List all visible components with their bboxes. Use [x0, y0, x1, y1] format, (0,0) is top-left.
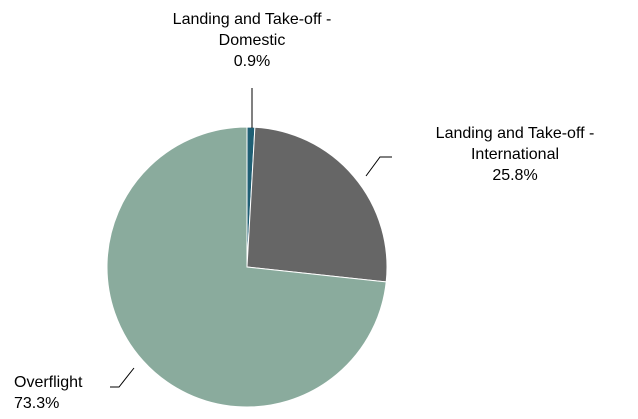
- pie-slices: [106, 126, 388, 408]
- slice-name-line: Landing and Take-off -: [173, 11, 332, 28]
- slice-value-label: 73.3%: [14, 395, 59, 412]
- leader-line-3: [110, 367, 135, 388]
- slice-name-line: Overflight: [14, 374, 83, 391]
- slice-label-3: Overflight 73.3%: [14, 374, 83, 412]
- slice-name-line: International: [471, 146, 559, 163]
- slice-name-line: Domestic: [219, 32, 286, 49]
- leader-lines: [110, 88, 392, 388]
- pie-slice-3: [106, 126, 387, 408]
- slice-value-label: 25.8%: [492, 167, 537, 184]
- leader-line-2: [365, 156, 392, 177]
- slice-name-line: Landing and Take-off -: [436, 125, 595, 142]
- slice-value-label: 0.9%: [234, 53, 270, 70]
- slice-label-1: Landing and Take-off - Domestic 0.9%: [173, 11, 332, 70]
- slice-label-2: Landing and Take-off - International 25.8%: [436, 125, 595, 184]
- pie-slice-2: [246, 126, 388, 283]
- slice-labels: Landing and Take-off -Domestic 0.9%Landin…: [14, 11, 594, 412]
